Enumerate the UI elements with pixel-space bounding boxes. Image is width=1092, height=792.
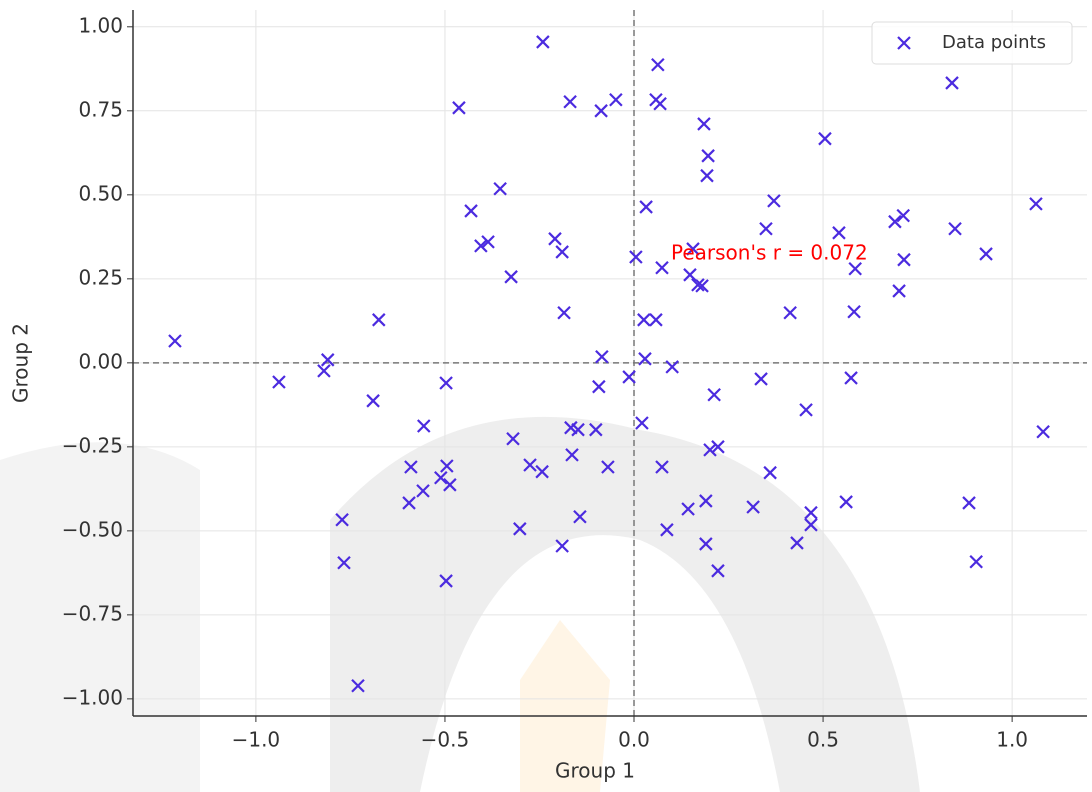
x-tick-label: −0.5 <box>421 728 470 752</box>
data-point <box>537 36 549 48</box>
data-point <box>638 314 650 326</box>
y-tick-label: −1.00 <box>62 685 123 709</box>
y-tick-label: 0.50 <box>78 181 123 205</box>
data-point <box>623 371 635 383</box>
data-point <box>701 170 713 182</box>
data-point <box>949 223 961 235</box>
data-point <box>610 94 622 106</box>
data-point <box>564 96 576 108</box>
y-tick-label: 0.00 <box>78 349 123 373</box>
data-point <box>889 216 901 228</box>
data-point <box>494 183 506 195</box>
data-point <box>169 335 181 347</box>
data-point <box>650 314 662 326</box>
y-axis-label: Group 2 <box>9 323 33 403</box>
data-point <box>558 307 570 319</box>
data-point <box>848 306 860 318</box>
data-point <box>465 205 477 217</box>
data-point <box>440 377 452 389</box>
data-point <box>980 248 992 260</box>
data-point <box>373 314 385 326</box>
data-point <box>636 417 648 429</box>
data-point <box>549 233 561 245</box>
data-point <box>897 210 909 222</box>
data-point <box>840 496 852 508</box>
data-point <box>654 98 666 110</box>
chart: Group 1 Group 2 −1.0 −0.5 0.0 0.5 1.0 −1.00 −0… <box>0 0 1092 792</box>
data-point <box>418 420 430 432</box>
x-axis-label: Group 1 <box>555 759 635 783</box>
legend-label: Data points <box>942 32 1046 53</box>
data-point <box>970 556 982 568</box>
page: Group 1 Group 2 −1.0 −0.5 0.0 0.5 1.0 −1.00 −0… <box>0 0 1092 792</box>
y-tick-label: 1.00 <box>78 13 123 37</box>
data-point <box>556 246 568 258</box>
annotation: Pearson's r = 0.072 <box>671 241 868 265</box>
y-tick-label: −0.50 <box>62 517 123 541</box>
data-point <box>1037 426 1049 438</box>
x-tick-label: 1.0 <box>996 728 1028 752</box>
data-point <box>698 118 710 130</box>
data-point <box>630 251 642 263</box>
data-point <box>318 365 330 377</box>
data-point <box>893 285 905 297</box>
y-tick-label: 0.25 <box>78 265 123 289</box>
data-point <box>593 381 605 393</box>
data-point <box>760 223 772 235</box>
data-point <box>367 395 379 407</box>
y-tick-label: −0.25 <box>62 433 123 457</box>
data-point <box>898 254 910 266</box>
data-point <box>640 201 652 213</box>
data-point <box>849 263 861 275</box>
y-tick-label: 0.75 <box>78 97 123 121</box>
data-point <box>652 59 664 71</box>
data-point <box>755 373 767 385</box>
data-point <box>273 376 285 388</box>
data-point <box>656 262 668 274</box>
data-point <box>1030 198 1042 210</box>
data-point <box>800 404 812 416</box>
data-point <box>784 307 796 319</box>
data-point <box>505 271 517 283</box>
data-point <box>764 467 776 479</box>
data-point <box>819 133 831 145</box>
x-tick-label: 0.0 <box>618 728 650 752</box>
data-point <box>963 497 975 509</box>
data-point <box>322 354 334 366</box>
x-tick-label: −1.0 <box>232 728 281 752</box>
data-point <box>708 389 720 401</box>
data-point <box>845 372 857 384</box>
x-tick-label: 0.5 <box>807 728 839 752</box>
data-point <box>768 195 780 207</box>
data-point <box>453 102 465 114</box>
data-point <box>833 227 845 239</box>
y-tick-label: −0.75 <box>62 601 123 625</box>
data-point <box>805 507 817 519</box>
data-point <box>946 77 958 89</box>
data-point <box>702 150 714 162</box>
data-point <box>596 351 608 363</box>
